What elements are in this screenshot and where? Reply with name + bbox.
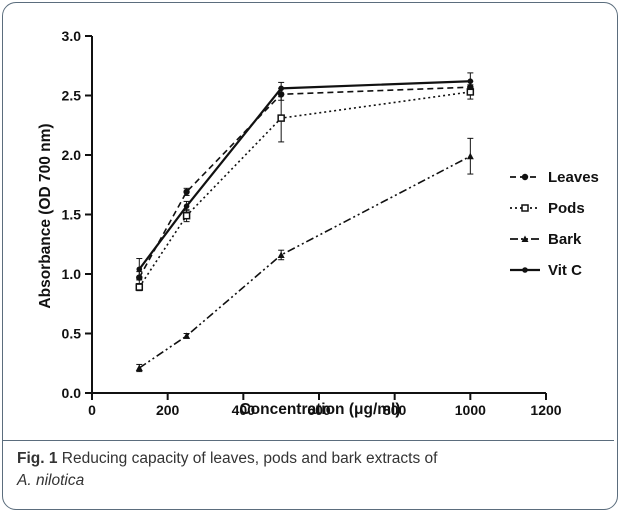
legend-marker xyxy=(522,267,528,273)
y-axis-label: Absorbance (OD 700 nm) xyxy=(37,123,54,308)
y-tick-label: 1.5 xyxy=(62,207,82,223)
legend-item-leaves: Leaves xyxy=(510,169,599,186)
legend-item-vit-c: Vit C xyxy=(510,262,582,279)
data-point xyxy=(182,211,191,220)
legend-label: Bark xyxy=(548,231,582,248)
legend-marker xyxy=(521,204,529,212)
x-tick-label: 0 xyxy=(88,402,96,418)
legend-label: Leaves xyxy=(548,169,599,186)
legend-label: Vit C xyxy=(548,262,582,279)
x-tick-label: 400 xyxy=(232,402,256,418)
y-tick-label: 0.0 xyxy=(62,385,82,401)
line-chart: 0.0 0.5 1.0 1.5 2.0 2.5 3.0 0 200 400 600 800 1000 12… xyxy=(37,28,599,418)
data-point xyxy=(277,251,285,258)
series-line xyxy=(138,155,471,369)
data-point xyxy=(135,364,143,372)
data-point xyxy=(183,188,190,196)
series-line xyxy=(138,80,471,270)
series-bark xyxy=(135,137,474,373)
x-tick-label: 800 xyxy=(383,402,407,418)
data-point xyxy=(466,152,474,160)
x-tick-label: 1200 xyxy=(530,402,561,418)
x-axis-label: Concentration (μg/ml) xyxy=(239,401,400,418)
y-tick-label: 0.5 xyxy=(62,326,82,342)
y-tick-label: 1.0 xyxy=(62,266,82,282)
caption-divider xyxy=(2,440,614,441)
y-tick-label: 2.0 xyxy=(62,147,82,163)
data-point xyxy=(277,114,285,122)
caption-species: A. nilotica xyxy=(17,472,85,489)
data-point xyxy=(467,78,474,85)
y-tick-label: 3.0 xyxy=(62,28,82,44)
figure-label: Fig. 1 xyxy=(17,450,58,467)
legend-label: Pods xyxy=(548,200,585,217)
data-point xyxy=(136,266,143,273)
series-layer xyxy=(135,72,475,373)
x-tick-label: 600 xyxy=(307,402,331,418)
legend-item-bark: Bark xyxy=(510,231,582,248)
x-tick-label: 1000 xyxy=(455,402,486,418)
caption-text: Reducing capacity of leaves, pods and ba… xyxy=(57,450,438,467)
legend-marker xyxy=(521,173,529,181)
legend-marker xyxy=(521,235,529,242)
data-point xyxy=(183,203,190,209)
series-leaves xyxy=(136,80,474,285)
legend-item-pods: Pods xyxy=(510,200,585,217)
x-tick-label: 200 xyxy=(156,402,180,418)
series-line xyxy=(138,86,471,278)
series-vit-c xyxy=(136,72,474,281)
data-point xyxy=(183,332,191,339)
axes: 0.0 0.5 1.0 1.5 2.0 2.5 3.0 0 200 400 600 800 1000 12… xyxy=(62,28,562,418)
series-pods xyxy=(135,84,475,292)
data-point xyxy=(135,283,144,291)
y-tick-label: 2.5 xyxy=(62,88,82,104)
figure-caption: Fig. 1 Reducing capacity of leaves, pods… xyxy=(2,440,614,492)
legend: Leaves Pods Bark Vit C xyxy=(510,169,599,279)
data-point xyxy=(278,85,284,92)
